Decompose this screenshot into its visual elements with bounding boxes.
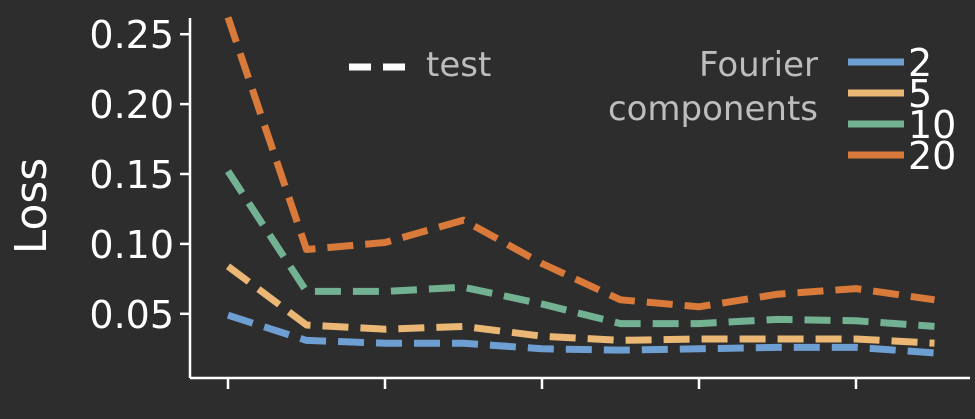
y-tick-label: 0.25 (89, 13, 174, 57)
series-lines (224, 16, 935, 357)
legend-label-5: 5 (908, 72, 932, 116)
y-tick-label: 0.20 (89, 83, 174, 127)
series-line-20 (224, 16, 935, 311)
y-axis-label: Loss (6, 158, 57, 255)
legend-label-2: 2 (908, 41, 932, 85)
legend-label-10: 10 (908, 103, 956, 147)
series-line-10 (225, 169, 935, 330)
series-line-5 (225, 263, 935, 347)
y-tick-label: 0.15 (89, 153, 174, 197)
legend-label-20: 20 (908, 134, 956, 178)
axes: 0.05 0.10 0.15 0.20 0.25 Loss (6, 13, 970, 389)
legend-test-label: test (426, 45, 491, 85)
y-tick-label: 0.10 (89, 223, 174, 267)
legend-title-line: Fourier (699, 45, 818, 85)
legend-title-line: components (608, 89, 818, 129)
y-tick-label: 0.05 (89, 293, 174, 337)
series-line-2 (226, 311, 935, 357)
